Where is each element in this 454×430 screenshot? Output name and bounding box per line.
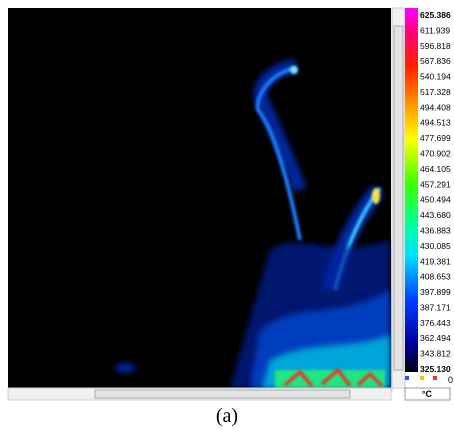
scroll-thumb[interactable] [393,25,404,371]
marker-label: 0 [448,375,453,385]
plumes [115,59,390,388]
scale-label: 419.381 [420,256,451,266]
scale-label: 470.902 [420,149,451,159]
scale-label: 430.085 [420,241,451,251]
scale-label: 517.328 [420,87,451,97]
scale-label: 477.699 [420,133,451,143]
caption: (a) [216,405,238,427]
legend-square [420,376,424,380]
scale-label: 397.899 [420,287,451,297]
scale-label: 362.494 [420,333,451,343]
scroll-thumb[interactable] [94,389,351,399]
legend-square [433,376,437,380]
scale-label: 494.408 [420,102,451,112]
scale-label: 436.883 [420,225,451,235]
scale-label: 540.194 [420,72,451,82]
scale-label: 343.812 [420,349,451,359]
scale-label: 464.105 [420,164,451,174]
scale-panel [418,8,454,380]
scale-label: 596.818 [420,41,451,51]
scale-label: 494.513 [420,118,451,128]
scale-label: 450.494 [420,195,451,205]
scale-label: 567.836 [420,56,451,66]
scale-label: 387.171 [420,302,451,312]
unit-label: °C [422,389,433,399]
color-bar [405,8,418,372]
scale-label: 443.680 [420,210,451,220]
horizontal-scrollbar[interactable] [7,387,392,401]
vertical-scrollbar[interactable] [391,7,406,389]
scale-label: 325.130 [420,364,451,374]
scale-label: 457.291 [420,179,451,189]
scale-label: 376.443 [420,318,451,328]
unit-box [404,387,451,401]
scale-label: 408.653 [420,272,451,282]
scale-label: 625.386 [420,10,451,20]
legend-square [405,376,409,380]
scale-label: 611.939 [420,25,450,35]
